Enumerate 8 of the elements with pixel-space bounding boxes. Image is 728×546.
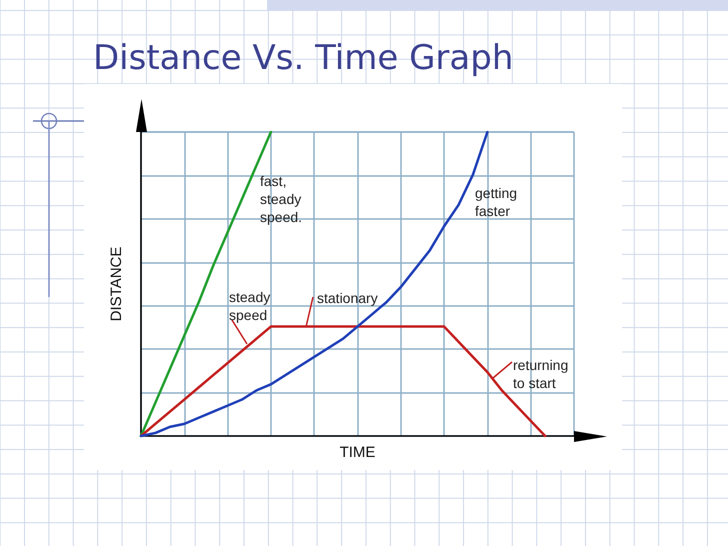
annotation: getting faster	[475, 185, 521, 219]
annotation: fast, steady speed.	[260, 173, 306, 225]
y-axis-title: DISTANCE	[108, 246, 125, 322]
annotation: stationary	[317, 290, 378, 306]
annotation: steady speed	[229, 289, 274, 323]
annotation: returning to start	[513, 357, 572, 391]
x-axis-title: TIME	[340, 444, 376, 461]
chart-title: Distance Vs. Time Graph	[93, 38, 514, 78]
